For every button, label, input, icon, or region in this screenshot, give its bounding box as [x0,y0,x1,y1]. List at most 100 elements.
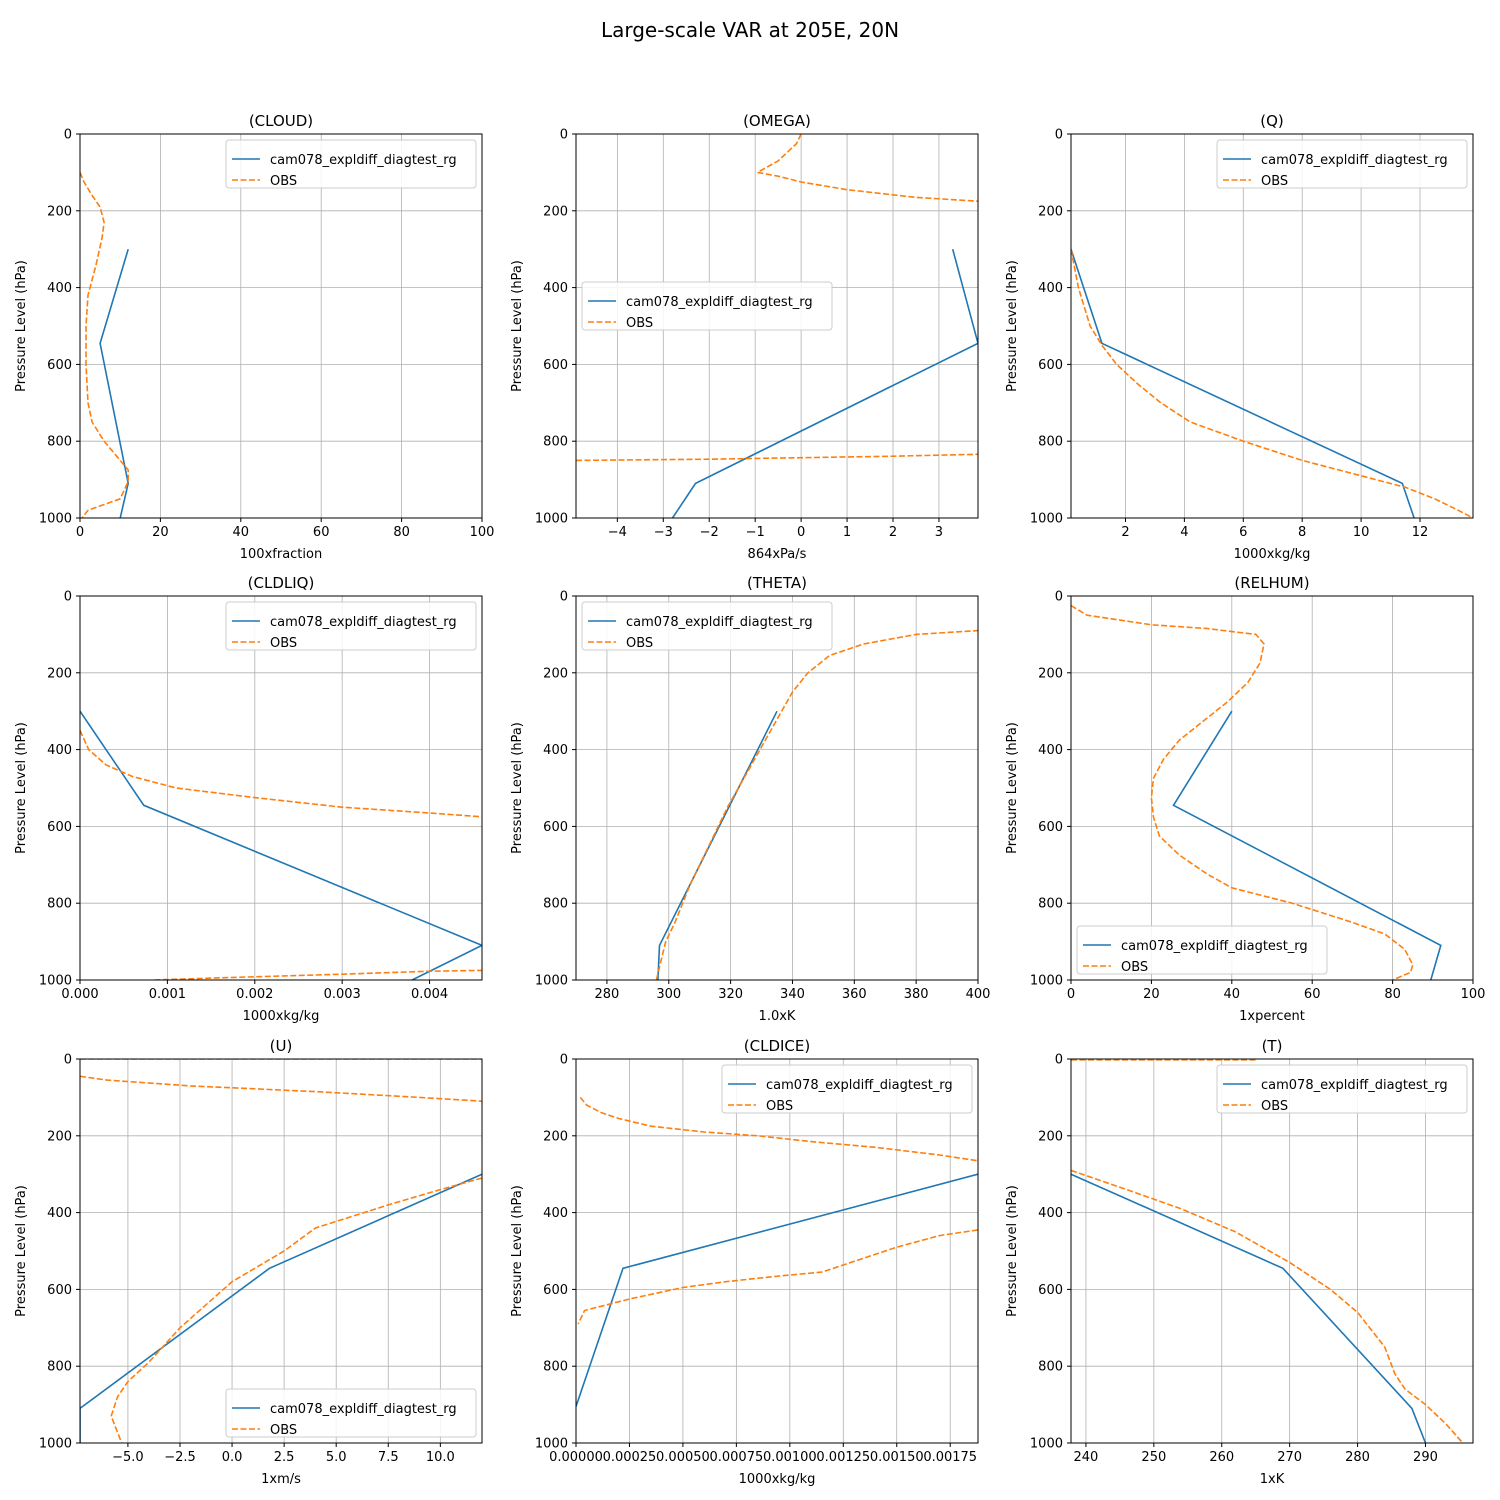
x-tick-label: 260 [1209,1450,1234,1465]
x-tick-label: −4 [608,525,627,540]
panel-title: (T) [1262,1037,1283,1055]
legend-label: OBS [1121,960,1148,975]
legend-label: OBS [270,174,297,189]
y-axis-label: Pressure Level (hPa) [14,1185,29,1317]
legend-box [721,1064,973,1114]
panel-q: 2 4 6 8 10 12 0 200 400 600 800 1000 (Q) 1000xkg/kg Pr… [1005,112,1474,562]
x-tick-label: 380 [904,987,929,1002]
legend: cam078_expldiff_diagtest_rg OBS [225,1388,477,1438]
x-tick-label: 0.002 [236,987,273,1002]
x-tick-label: 0 [76,525,84,540]
y-axis-label: Pressure Level (hPa) [1005,260,1020,392]
legend-box [1216,1064,1468,1114]
legend-label: OBS [270,636,297,651]
y-tick-label: 0 [64,1053,72,1068]
axes-frame [79,133,483,519]
y-tick-label: 800 [543,1360,568,1375]
y-tick-label: 400 [1038,743,1063,758]
model-line [99,248,130,518]
x-tick-label: 10.0 [426,1450,455,1465]
y-tick-label: 1000 [535,1437,568,1452]
obs-line [80,730,482,818]
y-tick-label: 400 [543,281,568,296]
obs-line [1071,1169,1464,1443]
y-tick-label: 0 [560,1053,568,1068]
x-tick-label: 8 [1298,525,1306,540]
x-tick-label: 4 [1180,525,1188,540]
y-tick-label: 1000 [535,512,568,527]
y-tick-label: 600 [543,358,568,373]
obs-line [577,1229,978,1325]
x-tick-label: 360 [842,987,867,1002]
x-tick-label: 0.00100 [763,1450,817,1465]
x-tick-label: −2 [700,525,719,540]
series-group [80,1059,482,1443]
x-tick-label: 0 [1067,987,1075,1002]
x-tick-label: 40 [233,525,250,540]
x-tick-label: 0.00150 [870,1450,924,1465]
y-tick-label: 200 [543,204,568,219]
x-tick-label: 0.00050 [656,1450,710,1465]
obs-line [1071,249,1473,518]
x-tick-label: 0.000 [61,987,98,1002]
panel-cloud: 0 20 40 60 80 10002004006008001000(CLOUD)100x… [14,112,494,562]
y-axis-label: Pressure Level (hPa) [510,1185,525,1317]
axes-frame [575,133,979,519]
x-tick-label: 0.00000 [549,1450,603,1465]
y-tick-label: 0 [64,590,72,605]
legend-label: cam078_expldiff_diagtest_rg [626,295,813,310]
y-tick-label: 800 [1038,435,1063,450]
x-tick-label: 250 [1141,1450,1166,1465]
y-tick-label: 200 [47,1129,72,1144]
y-tick-label: 400 [47,281,72,296]
series-group [576,1096,978,1407]
x-axis-label: 1000xkg/kg [739,1472,816,1487]
y-axis-label: Pressure Level (hPa) [14,260,29,392]
model-line [671,248,978,518]
obs-line [154,969,482,980]
model-line [80,1173,482,1443]
y-axis-label: Pressure Level (hPa) [14,722,29,854]
y-tick-label: 200 [543,1129,568,1144]
x-axis-label: 1xK [1260,1472,1285,1487]
panel-title: (CLOUD) [249,112,313,130]
y-tick-label: 0 [1055,590,1063,605]
x-axis-label: 1000xkg/kg [243,1009,320,1024]
legend-box [225,139,477,189]
x-tick-label: 3 [935,525,943,540]
x-tick-label: 100 [470,525,495,540]
series-group [576,134,978,518]
y-tick-label: 800 [1038,1360,1063,1375]
legend-label: cam078_expldiff_diagtest_rg [626,615,813,630]
panel-title: (CLDLIQ) [248,574,315,592]
legend: cam078_expldiff_diagtest_rg OBS [1216,139,1468,189]
legend-label: OBS [626,316,653,331]
legend: cam078_expldiff_diagtest_rg OBS [225,139,477,189]
axes-frame [1070,595,1474,981]
y-tick-label: 0 [560,128,568,143]
y-tick-label: 600 [543,820,568,835]
x-tick-label: 280 [595,987,620,1002]
x-axis-label: 1.0xK [759,1009,796,1024]
x-tick-label: 270 [1277,1450,1302,1465]
y-tick-label: 0 [1055,1053,1063,1068]
y-tick-label: 400 [1038,281,1063,296]
axes-frame [1070,1058,1474,1444]
y-tick-label: 400 [543,743,568,758]
y-tick-label: 1000 [1030,512,1063,527]
x-axis-label: 864xPa/s [748,547,807,562]
legend-label: OBS [1261,1099,1288,1114]
obs-line [755,134,978,202]
series-group [80,172,130,518]
x-tick-label: 0 [797,525,805,540]
panel-omega: −4 −3 −2 −1 0 1 2 3 0 200 400 600 800 1000 (OMEGA) 864x… [510,112,979,562]
legend-box [581,601,833,651]
legend-box [1216,139,1468,189]
y-tick-label: 600 [47,1283,72,1298]
obs-line [1071,604,1414,980]
series-group [1071,248,1473,518]
series-group [80,710,482,980]
y-tick-label: 1000 [1030,1437,1063,1452]
panel-title: (CLDICE) [744,1037,810,1055]
x-tick-label: 340 [780,987,805,1002]
